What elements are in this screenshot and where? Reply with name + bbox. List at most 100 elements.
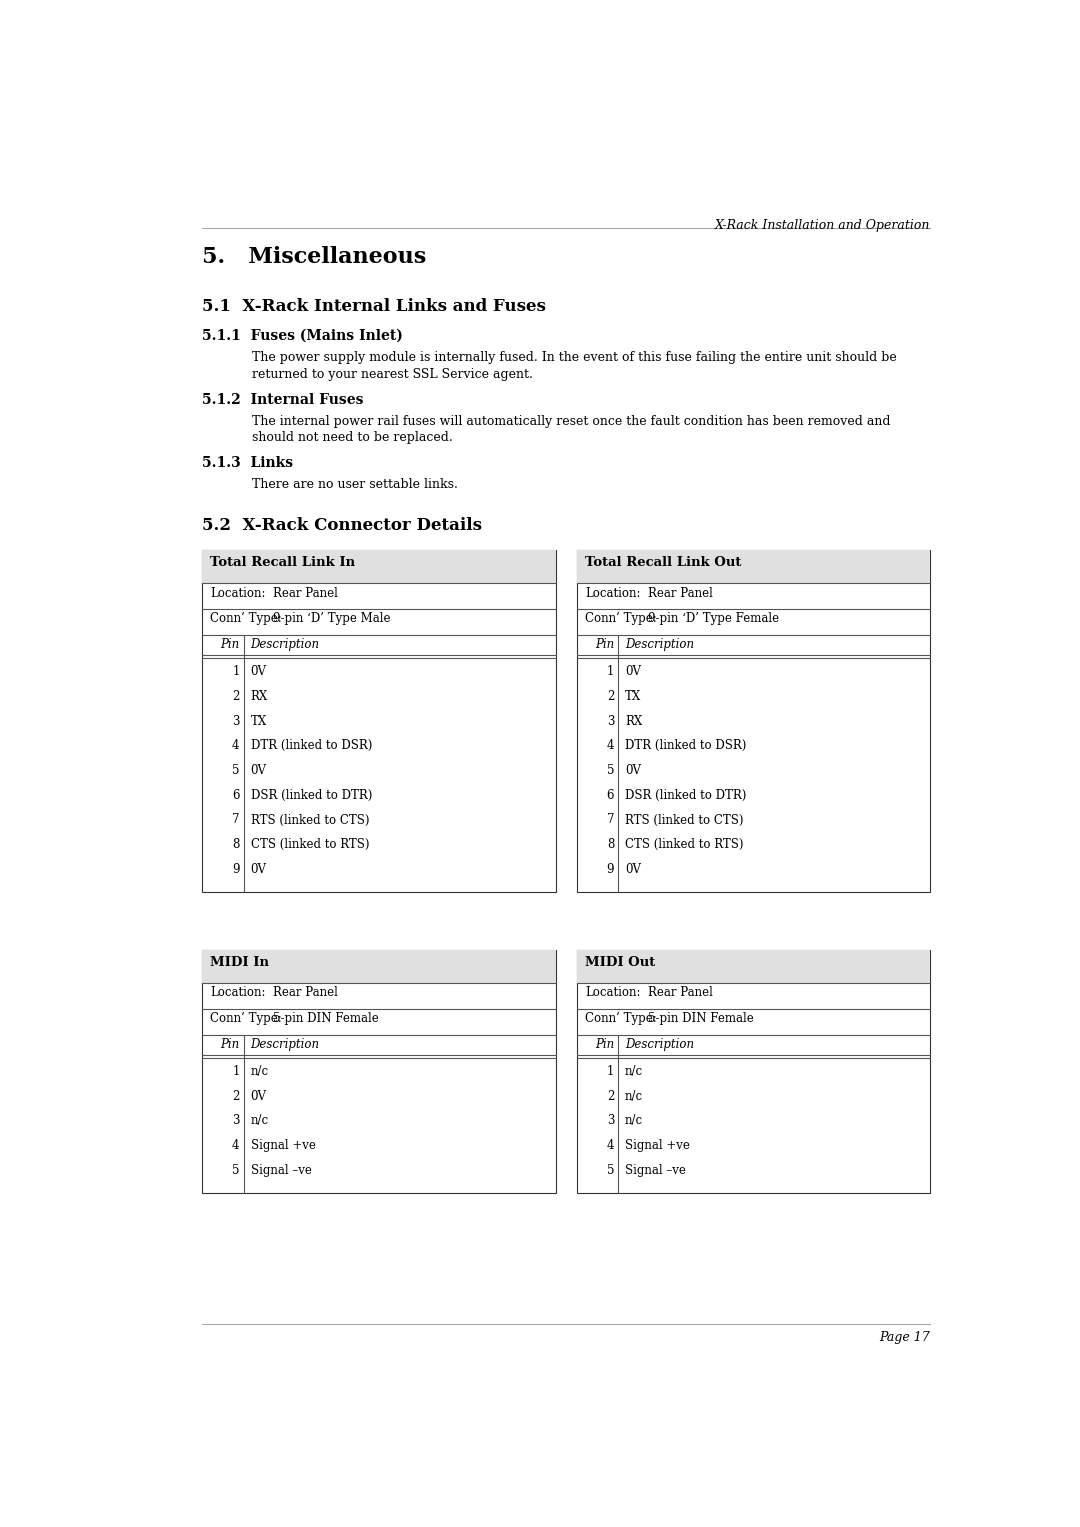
Text: Total Recall Link Out: Total Recall Link Out <box>585 556 741 570</box>
Text: TX: TX <box>625 690 642 702</box>
Text: Conn’ Type:: Conn’ Type: <box>211 612 282 626</box>
Text: 7: 7 <box>232 814 240 826</box>
Text: Rear Panel: Rear Panel <box>273 586 338 600</box>
Text: The internal power rail fuses will automatically reset once the fault condition : The internal power rail fuses will autom… <box>253 415 891 428</box>
Text: RTS (linked to CTS): RTS (linked to CTS) <box>625 814 743 826</box>
Text: Signal –ve: Signal –ve <box>625 1164 686 1177</box>
Text: 5: 5 <box>607 1164 615 1177</box>
Text: 9-pin ‘D’ Type Male: 9-pin ‘D’ Type Male <box>273 612 391 626</box>
Text: MIDI Out: MIDI Out <box>585 956 656 968</box>
Text: 5.1.3  Links: 5.1.3 Links <box>202 457 293 470</box>
Text: 9-pin ‘D’ Type Female: 9-pin ‘D’ Type Female <box>648 612 779 626</box>
Text: 6: 6 <box>607 789 615 802</box>
Text: 6: 6 <box>232 789 240 802</box>
Text: DSR (linked to DTR): DSR (linked to DTR) <box>625 789 746 802</box>
Text: 0V: 0V <box>251 863 267 876</box>
Text: n/c: n/c <box>625 1115 644 1127</box>
Text: RX: RX <box>625 715 643 728</box>
Text: Pin: Pin <box>220 1038 240 1051</box>
Bar <box>202 950 555 1193</box>
Text: 7: 7 <box>607 814 615 826</box>
Text: CTS (linked to RTS): CTS (linked to RTS) <box>625 838 743 851</box>
Text: 8: 8 <box>607 838 615 851</box>
Text: Rear Panel: Rear Panel <box>648 986 713 999</box>
Text: 0V: 0V <box>251 666 267 678</box>
Text: CTS (linked to RTS): CTS (linked to RTS) <box>251 838 369 851</box>
Text: Description: Description <box>251 1038 320 1051</box>
Text: n/c: n/c <box>625 1090 644 1102</box>
Text: DSR (linked to DTR): DSR (linked to DTR) <box>251 789 372 802</box>
Text: 4: 4 <box>232 1139 240 1153</box>
Text: 5: 5 <box>232 1164 240 1177</box>
Text: 2: 2 <box>607 1090 615 1102</box>
Bar <box>577 950 930 983</box>
Text: 4: 4 <box>607 739 615 753</box>
Text: 3: 3 <box>607 1115 615 1127</box>
Text: 5: 5 <box>232 764 240 777</box>
Text: Pin: Pin <box>595 1038 615 1051</box>
Text: Conn’ Type:: Conn’ Type: <box>585 612 657 626</box>
Text: 2: 2 <box>232 690 240 702</box>
Text: Location:: Location: <box>585 586 640 600</box>
Text: n/c: n/c <box>625 1066 644 1078</box>
Text: Location:: Location: <box>211 986 266 999</box>
Text: DTR (linked to DSR): DTR (linked to DSR) <box>625 739 746 753</box>
Text: Signal +ve: Signal +ve <box>251 1139 315 1153</box>
Text: Signal +ve: Signal +ve <box>625 1139 690 1153</box>
Text: 3: 3 <box>232 1115 240 1127</box>
Bar <box>577 950 930 1193</box>
Text: TX: TX <box>251 715 267 728</box>
Text: MIDI In: MIDI In <box>211 956 269 968</box>
Text: Signal –ve: Signal –ve <box>251 1164 311 1177</box>
Text: Description: Description <box>625 638 694 652</box>
Text: Description: Description <box>625 1038 694 1051</box>
Text: 2: 2 <box>232 1090 240 1102</box>
Text: 4: 4 <box>607 1139 615 1153</box>
Text: 1: 1 <box>607 1066 615 1078</box>
Text: Page 17: Page 17 <box>879 1332 930 1344</box>
Text: 5.   Miscellaneous: 5. Miscellaneous <box>202 246 427 267</box>
Text: 0V: 0V <box>625 666 642 678</box>
Bar <box>577 550 930 583</box>
Text: There are no user settable links.: There are no user settable links. <box>253 478 458 492</box>
Text: 0V: 0V <box>625 863 642 876</box>
Text: 5-pin DIN Female: 5-pin DIN Female <box>648 1012 754 1025</box>
Text: The power supply module is internally fused. In the event of this fuse failing t: The power supply module is internally fu… <box>253 351 896 365</box>
Text: 0V: 0V <box>625 764 642 777</box>
Text: 3: 3 <box>232 715 240 728</box>
Bar <box>202 550 555 892</box>
Text: 5: 5 <box>607 764 615 777</box>
Text: 1: 1 <box>607 666 615 678</box>
Text: 2: 2 <box>607 690 615 702</box>
Bar <box>202 550 555 583</box>
Text: X-Rack Installation and Operation: X-Rack Installation and Operation <box>715 218 930 232</box>
Bar <box>202 950 555 983</box>
Text: 9: 9 <box>232 863 240 876</box>
Text: Conn’ Type:: Conn’ Type: <box>211 1012 282 1025</box>
Text: Location:: Location: <box>211 586 266 600</box>
Text: returned to your nearest SSL Service agent.: returned to your nearest SSL Service age… <box>253 368 534 380</box>
Text: Rear Panel: Rear Panel <box>648 586 713 600</box>
Text: RX: RX <box>251 690 268 702</box>
Text: Conn’ Type:: Conn’ Type: <box>585 1012 657 1025</box>
Text: Location:: Location: <box>585 986 640 999</box>
Text: 5-pin DIN Female: 5-pin DIN Female <box>273 1012 379 1025</box>
Text: Pin: Pin <box>595 638 615 652</box>
Text: 8: 8 <box>232 838 240 851</box>
Text: 4: 4 <box>232 739 240 753</box>
Text: 3: 3 <box>607 715 615 728</box>
Text: 0V: 0V <box>251 764 267 777</box>
Text: Description: Description <box>251 638 320 652</box>
Text: 9: 9 <box>607 863 615 876</box>
Text: should not need to be replaced.: should not need to be replaced. <box>253 431 453 444</box>
Text: n/c: n/c <box>251 1115 269 1127</box>
Text: RTS (linked to CTS): RTS (linked to CTS) <box>251 814 369 826</box>
Text: 5.1  X-Rack Internal Links and Fuses: 5.1 X-Rack Internal Links and Fuses <box>202 298 545 316</box>
Text: 1: 1 <box>232 1066 240 1078</box>
Text: Rear Panel: Rear Panel <box>273 986 338 999</box>
Text: 5.1.1  Fuses (Mains Inlet): 5.1.1 Fuses (Mains Inlet) <box>202 328 403 344</box>
Text: n/c: n/c <box>251 1066 269 1078</box>
Text: 5.1.2  Internal Fuses: 5.1.2 Internal Fuses <box>202 392 364 406</box>
Text: Pin: Pin <box>220 638 240 652</box>
Text: Total Recall Link In: Total Recall Link In <box>211 556 355 570</box>
